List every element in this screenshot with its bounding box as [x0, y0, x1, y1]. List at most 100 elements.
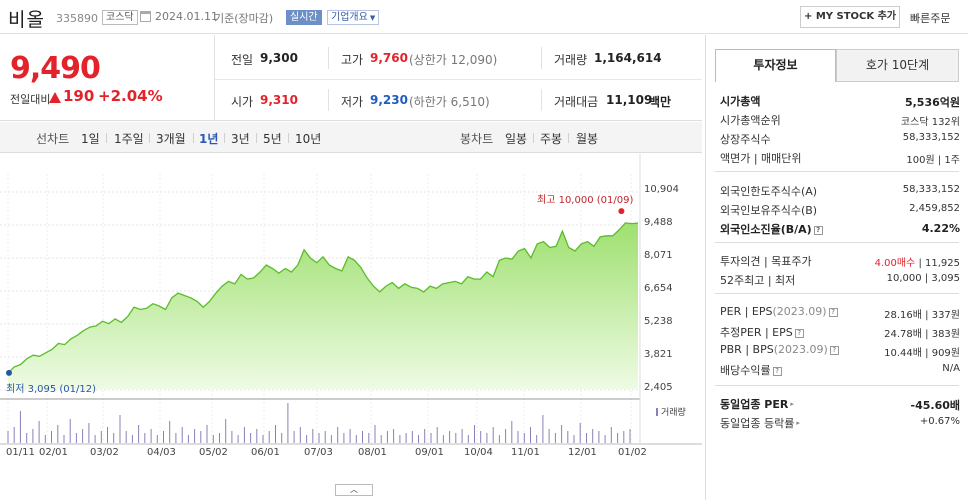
- prev-close-label: 전일: [231, 53, 254, 67]
- est-per-label-wrap: 추정PER | EPS?: [720, 324, 804, 340]
- tab-candle-chart[interactable]: 봉차트: [460, 132, 494, 146]
- divider: [541, 47, 542, 69]
- help-icon[interactable]: ?: [772, 367, 782, 376]
- divider: [328, 47, 329, 69]
- info-row-sector-change[interactable]: 동일업종 등락률 ▸ +0.67%: [720, 413, 960, 431]
- up-arrow-icon: [49, 92, 61, 103]
- pbr-label: PBR | BPS: [720, 343, 774, 356]
- y-tick-label: 6,654: [644, 283, 673, 294]
- chevron-up-icon: ︿: [350, 485, 358, 494]
- tab-separator: [256, 133, 257, 143]
- tab-daily[interactable]: 일봉: [505, 132, 528, 146]
- divider: [715, 242, 959, 243]
- sector-change-label-wrap[interactable]: 동일업종 등락률 ▸: [720, 415, 800, 431]
- tab-separator: [288, 133, 289, 143]
- help-icon[interactable]: ?: [794, 329, 804, 338]
- info-row-opinion: 투자의견 | 목표주가 4.00매수 | 11,925: [720, 251, 960, 269]
- sector-per-label-wrap[interactable]: 동일업종 PER ▸: [720, 396, 794, 412]
- x-tick-label: 01/02: [618, 447, 647, 458]
- par-value: 100원 | 1주: [906, 155, 960, 166]
- divider: [715, 385, 959, 386]
- stock-name: 비올: [8, 9, 45, 31]
- x-tick-label: 07/03: [304, 447, 333, 458]
- max-annotation: 최고 10,000 (01/09): [537, 195, 634, 206]
- help-icon[interactable]: ?: [813, 226, 823, 235]
- tab-10year[interactable]: 10년: [295, 132, 322, 146]
- low-value: 9,230: [370, 93, 408, 107]
- price-chart: 10,904 9,488 8,071 6,654 5,238 3,821 2,4…: [0, 154, 702, 500]
- y-tick-label: 10,904: [644, 184, 679, 195]
- reference-date: 2024.01.11: [155, 10, 218, 23]
- y-tick-label: 2,405: [644, 382, 673, 393]
- sector-change-value: +0.67%: [919, 416, 960, 427]
- company-info-dropdown[interactable]: 기업개요 ▼: [327, 10, 380, 25]
- prev-close-value: 9,300: [260, 51, 298, 65]
- info-row-shares: 상장주식수 58,333,152: [720, 129, 960, 147]
- info-row-dividend: 배당수익률? N/A: [720, 360, 960, 378]
- x-tick-label: 03/02: [90, 447, 119, 458]
- chevron-down-icon: ▼: [369, 14, 376, 22]
- foreign-ratio-value: 4.22%: [921, 222, 960, 235]
- quick-order-link[interactable]: 빠른주문: [910, 12, 951, 25]
- stock-header: 비올 335890 코스닥 2024.01.11 기준(장마감) 실시간 기업개…: [0, 0, 968, 34]
- pbr-year: (2023.09): [773, 343, 828, 356]
- tab-3year[interactable]: 3년: [231, 132, 250, 146]
- help-icon[interactable]: ?: [829, 346, 839, 355]
- min-marker: [6, 369, 12, 376]
- low-label: 저가: [341, 95, 364, 109]
- info-row-market-cap: 시가총액 5,536억원: [720, 91, 960, 109]
- foreign-limit-label: 외국인한도주식수(A): [720, 185, 818, 198]
- calendar-icon: [140, 11, 151, 22]
- week52-label: 52주최고 | 최저: [720, 274, 796, 287]
- x-tick-label: 09/01: [415, 447, 444, 458]
- shares-label: 상장주식수: [720, 133, 771, 146]
- volume-value: 1,164,614: [594, 51, 662, 65]
- foreign-hold-label: 외국인보유주식수(B): [720, 204, 818, 217]
- info-row-sector-per[interactable]: 동일업종 PER ▸ -45.60배: [720, 394, 960, 412]
- add-my-stock-button[interactable]: + MY STOCK 추가: [800, 6, 900, 28]
- pbr-label-wrap: PBR | BPS(2023.09)?: [720, 343, 839, 356]
- tab-1day[interactable]: 1일: [81, 132, 100, 146]
- high-value: 9,760: [370, 51, 408, 65]
- market-badge: 코스닥: [102, 10, 138, 25]
- info-row-foreign-limit: 외국인한도주식수(A) 58,333,152: [720, 181, 960, 199]
- per-label: PER | EPS: [720, 305, 773, 318]
- target-price: | 11,925: [918, 258, 960, 269]
- price-chart-svg: [0, 154, 702, 445]
- tab-line-chart[interactable]: 선차트: [36, 132, 70, 146]
- tab-investment-info[interactable]: 투자정보: [715, 49, 836, 82]
- tab-3month[interactable]: 3개월: [156, 132, 186, 146]
- tab-separator: [533, 133, 534, 143]
- volume-legend-label: 거래량: [661, 408, 686, 418]
- tab-monthly[interactable]: 월봉: [576, 132, 599, 146]
- divider: [328, 89, 329, 111]
- high-label: 고가: [341, 53, 364, 67]
- tab-1week[interactable]: 1주일: [114, 132, 144, 146]
- x-tick-label: 08/01: [358, 447, 387, 458]
- current-price: 9,490: [10, 51, 101, 86]
- foreign-ratio-label-wrap: 외국인소진율(B/A)?: [720, 221, 823, 237]
- tab-separator: [568, 133, 569, 143]
- tab-1year[interactable]: 1년: [199, 132, 219, 146]
- help-icon[interactable]: ?: [828, 308, 838, 317]
- realtime-button[interactable]: 실시간: [286, 10, 322, 25]
- opinion-value: 4.00매수: [874, 258, 916, 269]
- chart-period-tabs: 선차트 1일 1주일 3개월 1년 3년 5년 10년 봉차트 일봉 주봉 월봉: [0, 122, 702, 153]
- tab-5year[interactable]: 5년: [263, 132, 282, 146]
- market-cap-value: 5,536억원: [904, 96, 960, 109]
- y-tick-label: 3,821: [644, 349, 673, 360]
- per-value: 28.16배 | 337원: [884, 310, 960, 321]
- divider: [214, 35, 215, 121]
- info-row-52week: 52주최고 | 최저 10,000 | 3,095: [720, 270, 960, 288]
- tab-order-book[interactable]: 호가 10단계: [836, 49, 959, 82]
- chevron-right-icon: ▸: [790, 400, 794, 408]
- investment-info-panel: 투자정보 호가 10단계 시가총액 5,536억원 시가총액순위 코스닥 132…: [705, 35, 968, 500]
- open-label: 시가: [231, 95, 254, 109]
- est-per-label: 추정PER | EPS: [720, 326, 793, 339]
- min-annotation: 최저 3,095 (01/12): [6, 384, 97, 395]
- shares-value: 58,333,152: [902, 132, 960, 143]
- change-percent: +2.04%: [98, 87, 163, 105]
- collapse-chart-button[interactable]: ︿: [335, 484, 373, 496]
- tab-weekly[interactable]: 주봉: [540, 132, 563, 146]
- amount-unit: 백만: [649, 95, 672, 109]
